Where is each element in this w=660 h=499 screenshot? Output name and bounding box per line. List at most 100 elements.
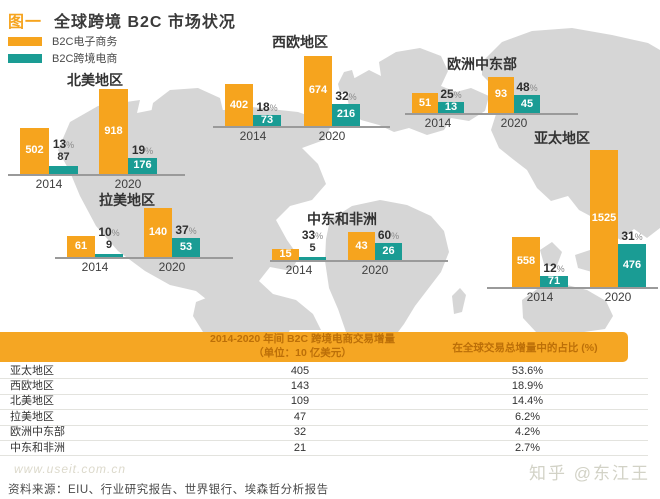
year-label: 2020: [158, 260, 186, 274]
table-cell-increment: 405: [290, 364, 310, 377]
bar-b2c-crossborder: [49, 165, 78, 174]
bar-b2c-ecommerce: 674: [304, 55, 332, 126]
chart-baseline: [8, 174, 185, 176]
bar-b2c-ecommerce: 558: [512, 236, 540, 287]
table-cell-increment: 21: [293, 441, 307, 454]
chart-baseline: [270, 260, 448, 262]
zhihu-watermark: 知乎 @东江王: [529, 464, 650, 483]
bar-b2c-ecommerce: 140: [144, 208, 172, 257]
bar-value-label: 26: [382, 245, 395, 258]
region-title-asia-pacific: 亚太地区: [534, 130, 590, 146]
bar-value-label: 53: [179, 241, 193, 254]
bar-value-label: 402: [229, 98, 249, 111]
bar-value-label: 45: [520, 97, 534, 110]
bar-value-label: 51: [418, 96, 432, 109]
region-title-middle-east-africa: 中东和非洲: [307, 211, 377, 227]
bar-b2c-crossborder: [299, 256, 326, 260]
share-percent-label: 37%: [175, 223, 197, 238]
bar-b2c-crossborder: 73: [253, 115, 281, 126]
bar-b2c-crossborder: 53: [172, 238, 200, 257]
bar-b2c-crossborder: 13: [438, 102, 464, 113]
table-row: 西欧地区 143 18.9%: [0, 379, 648, 395]
legend-item-crossborder: B2C跨境电商: [8, 50, 117, 66]
chart-baseline: [405, 113, 578, 115]
bar-value-label: 216: [336, 108, 356, 121]
bar-value-label: 558: [516, 255, 536, 268]
chart-baseline: [487, 287, 658, 289]
legend-swatch-orange: [8, 36, 42, 46]
bar-b2c-crossborder: 216: [332, 103, 360, 126]
share-percent-label: 48%: [516, 80, 538, 95]
bar-value-label: 674: [308, 84, 328, 97]
bar-b2c-ecommerce: 51: [412, 93, 438, 113]
share-percent-label: 18%: [256, 100, 278, 114]
bar-b2c-ecommerce: 15: [272, 249, 299, 260]
share-percent-label: 33%: [301, 227, 324, 242]
bar-b2c-ecommerce: 918: [99, 88, 128, 174]
share-percent-label: 10%: [98, 224, 120, 239]
share-percent-label: 25%: [440, 87, 462, 101]
table-row: 亚太地区 405 53.6%: [0, 364, 648, 380]
year-label: 2014: [526, 290, 554, 304]
bar-b2c-crossborder: 71: [540, 276, 568, 287]
chart-baseline: [55, 257, 233, 259]
year-label: 2020: [604, 290, 632, 304]
chart-baseline: [213, 126, 390, 128]
bar-value-label: 5: [309, 241, 316, 254]
bar-value-label: 93: [494, 88, 508, 101]
table-row: 欧洲中东部 32 4.2%: [0, 426, 648, 441]
year-label: 2014: [239, 129, 267, 143]
table-cell-region: 亚太地区: [10, 364, 54, 377]
bar-value-label: 502: [25, 144, 44, 157]
bar-b2c-ecommerce: 43: [348, 232, 375, 260]
bar-b2c-ecommerce: 402: [225, 84, 253, 126]
figure-number: 图一: [8, 14, 43, 31]
table-header-share: 在全球交易总增量中的占比 (%): [452, 341, 598, 354]
legend-item-ecommerce: B2C电子商务: [8, 33, 117, 49]
year-label: 2014: [424, 116, 452, 130]
share-percent-label: 31%: [621, 229, 643, 244]
site-watermark: www.useit.com.cn: [14, 462, 127, 476]
bar-value-label: 918: [104, 124, 123, 137]
bar-value-label: 1525: [591, 211, 617, 224]
year-label: 2020: [361, 263, 389, 277]
year-label: 2020: [318, 129, 346, 143]
table-cell-increment: 47: [293, 410, 307, 423]
table-cell-share: 6.2%: [514, 410, 541, 423]
source-note: 资料来源：EIU、行业研究报告、世界银行、埃森哲分析报告: [8, 484, 329, 496]
year-label: 2020: [500, 116, 528, 130]
table-cell-share: 18.9%: [511, 380, 544, 393]
table-cell-increment: 143: [290, 380, 310, 393]
map-south-america: [193, 291, 293, 332]
table-cell-share: 53.6%: [511, 364, 544, 377]
table-header-increment-line1: 2014-2020 年间 B2C 跨境电商交易增量: [210, 333, 395, 346]
year-label: 2014: [81, 260, 109, 274]
share-percent-label: 32%: [335, 88, 357, 103]
map-australia: [522, 284, 613, 332]
region-title-north-america: 北美地区: [67, 72, 123, 88]
table-cell-region: 北美地区: [10, 395, 54, 408]
legend-swatch-teal: [8, 53, 42, 63]
bar-b2c-ecommerce: 93: [488, 76, 514, 113]
map-madagascar: [452, 288, 466, 314]
bar-b2c-ecommerce: 502: [20, 127, 49, 174]
table-body: 亚太地区 405 53.6% 西欧地区 143 18.9% 北美地区 109 14.4% 拉美地区…: [0, 364, 660, 457]
table-cell-region: 中东和非洲: [10, 441, 65, 454]
bar-value-label: 61: [74, 239, 88, 252]
bar-b2c-crossborder: 476: [618, 244, 646, 287]
map-japan: [634, 136, 652, 163]
table-cell-region: 西欧地区: [10, 380, 54, 393]
table-cell-increment: 109: [290, 395, 310, 408]
table-header-increment-line2: （单位：10 亿美元）: [253, 347, 352, 359]
summary-table: 2014-2020 年间 B2C 跨境电商交易增量 （单位：10 亿美元） 在全…: [0, 332, 660, 457]
table-row: 北美地区 109 14.4%: [0, 395, 648, 411]
share-percent-label: 13%: [52, 136, 75, 151]
share-percent-label: 19%: [131, 142, 154, 157]
share-percent-label: 60%: [377, 228, 400, 243]
bar-b2c-crossborder: [95, 253, 123, 257]
bar-value-label: 43: [355, 239, 368, 252]
figure-title-text: 全球跨境 B2C 市场状况: [54, 14, 236, 31]
map-borneo: [540, 242, 562, 268]
bar-value-label: 9: [105, 238, 113, 251]
